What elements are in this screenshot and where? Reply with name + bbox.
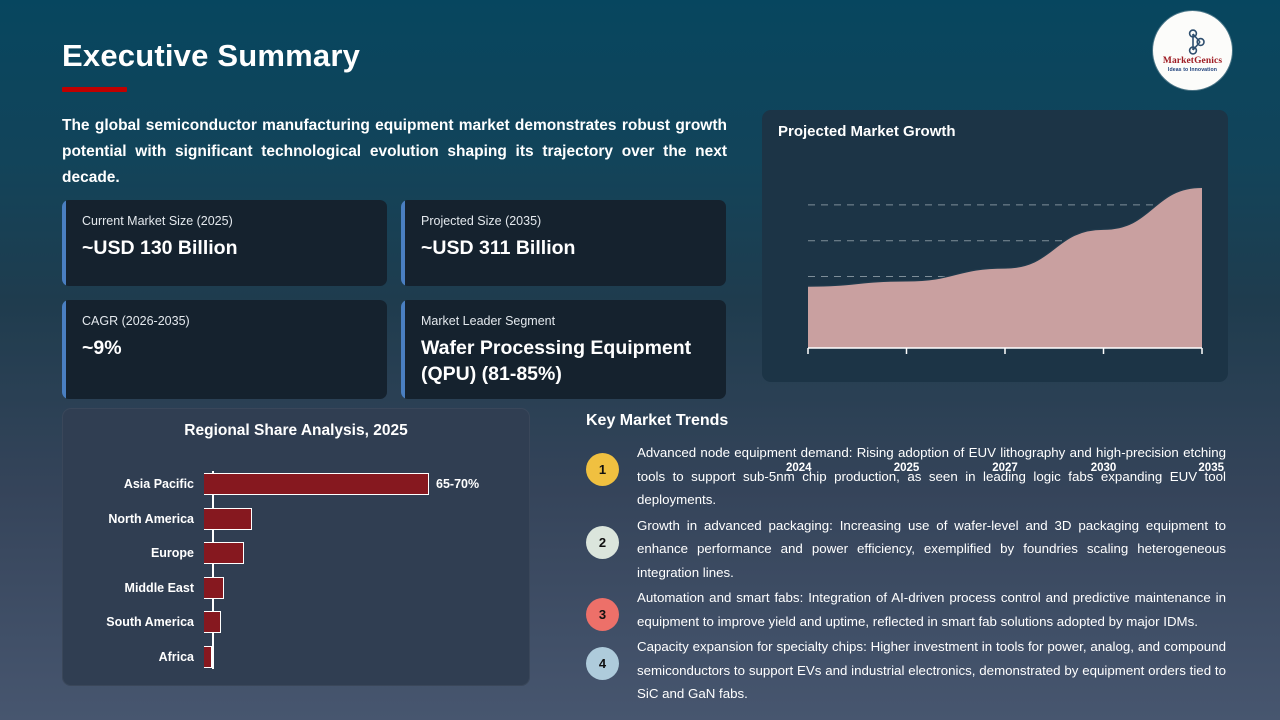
bar-category-label: Africa <box>158 649 194 664</box>
logo-company-name: MarketGenics <box>1162 55 1223 66</box>
trend-number-badge: 4 <box>586 647 619 680</box>
title-underline-rule <box>62 87 127 92</box>
metric-label: Market Leader Segment <box>421 314 556 328</box>
bar-category-label: Asia Pacific <box>123 477 194 491</box>
bar-fill <box>204 473 429 495</box>
bar-track <box>204 640 530 674</box>
growth-x-tick-label: 2027 <box>992 462 1018 474</box>
company-logo: MarketGenics Ideas to Innovation <box>1153 11 1232 90</box>
regional-share-panel: Regional Share Analysis, 2025 Asia Pacif… <box>62 408 530 686</box>
bar-fill <box>204 611 221 633</box>
page-title: Executive Summary <box>62 38 361 73</box>
bar-fill <box>204 645 213 668</box>
bar-row: Europe <box>62 536 530 570</box>
metric-card-current-market-size: Current Market Size (2025) ~USD 130 Bill… <box>62 200 387 286</box>
growth-x-tick-label: 2025 <box>893 462 920 474</box>
metric-value: Wafer Processing Equipment (QPU) (81-85%… <box>421 337 692 385</box>
trend-item: 4 Capacity expansion for specialty chips… <box>586 633 1226 706</box>
metric-card-row-2: CAGR (2026-2035) ~9% Market Leader Segme… <box>62 300 729 399</box>
logo-tagline: Ideas to Innovation <box>1167 66 1218 73</box>
network-nodes-icon <box>1188 28 1205 55</box>
bar-row: North America <box>62 502 530 536</box>
bar-track <box>204 536 530 570</box>
growth-x-tick-label: 2024 <box>786 462 812 474</box>
metric-card-projected-size: Projected Size (2035) ~USD 311 Billion <box>401 200 726 286</box>
bar-chart-y-axis <box>212 471 214 669</box>
bar-track <box>204 605 530 639</box>
bar-track <box>204 502 530 536</box>
trend-item: 1 Advanced node equipment demand: Rising… <box>586 439 1226 512</box>
metric-value: ~9% <box>82 337 122 359</box>
bar-row: Middle East <box>62 571 530 605</box>
growth-chart-title: Projected Market Growth <box>778 123 956 140</box>
bar-category-label: Europe <box>150 546 194 560</box>
trends-list: 1 Advanced node equipment demand: Rising… <box>586 439 1226 706</box>
bar-track: 65-70% <box>204 467 530 501</box>
trend-number-badge: 3 <box>586 598 619 631</box>
metric-card-market-leader-segment: Market Leader Segment Wafer Processing E… <box>401 300 726 399</box>
metric-card-row-1: Current Market Size (2025) ~USD 130 Bill… <box>62 200 729 286</box>
trend-item: 3 Automation and smart fabs: Integration… <box>586 584 1226 633</box>
bar-value-label: 65-70% <box>436 477 480 491</box>
bar-track <box>204 571 530 605</box>
trend-description: Growth in advanced packaging: Increasing… <box>637 517 1226 580</box>
bar-fill <box>204 576 224 599</box>
bar-row: South America <box>62 605 530 639</box>
metric-label: Projected Size (2035) <box>421 214 542 228</box>
regional-chart-title: Regional Share Analysis, 2025 <box>184 422 408 439</box>
intro-paragraph: The global semiconductor manufacturing e… <box>62 117 727 186</box>
regional-share-bar-chart: Asia Pacific 65-70% North America Europe <box>62 461 530 673</box>
trend-item: 2 Growth in advanced packaging: Increasi… <box>586 512 1226 585</box>
projected-market-growth-area-chart <box>807 186 1203 354</box>
trend-number-badge: 2 <box>586 525 619 559</box>
key-market-trends: Key Market Trends 1 Advanced node equipm… <box>586 412 1226 706</box>
growth-x-tick-label: 2035 <box>1198 462 1224 474</box>
metric-label: Current Market Size (2025) <box>82 214 233 228</box>
bar-row: Africa <box>62 640 530 674</box>
metric-value: ~USD 311 Billion <box>421 237 576 259</box>
bar-row: Asia Pacific 65-70% <box>62 467 530 501</box>
growth-x-tick-label: 2030 <box>1090 462 1117 474</box>
metric-card-cagr: CAGR (2026-2035) ~9% <box>62 300 387 399</box>
page-header: Executive Summary MarketGenics Ideas to … <box>0 0 1280 105</box>
growth-chart-x-axis-labels: 2024 2025 2027 2030 2035 <box>786 462 1224 474</box>
metric-cards: Current Market Size (2025) ~USD 130 Bill… <box>62 200 729 413</box>
bar-category-label: Middle East <box>124 580 194 595</box>
bar-fill <box>204 542 244 564</box>
bar-fill <box>204 507 253 530</box>
trends-section-title: Key Market Trends <box>586 412 729 429</box>
bar-category-label: North America <box>108 511 194 526</box>
metric-value: ~USD 130 Billion <box>82 237 238 259</box>
projected-market-growth-panel: Projected Market Growth 2024 2025 2027 2030… <box>762 110 1228 474</box>
trend-description: Capacity expansion for specialty chips: … <box>637 639 1226 701</box>
metric-label: CAGR (2026-2035) <box>82 314 190 328</box>
bar-category-label: South America <box>106 615 194 629</box>
trend-description: Advanced node equipment demand: Rising a… <box>637 445 1226 507</box>
trend-description: Automation and smart fabs: Integration o… <box>637 590 1226 629</box>
trend-number-badge: 1 <box>586 453 619 486</box>
